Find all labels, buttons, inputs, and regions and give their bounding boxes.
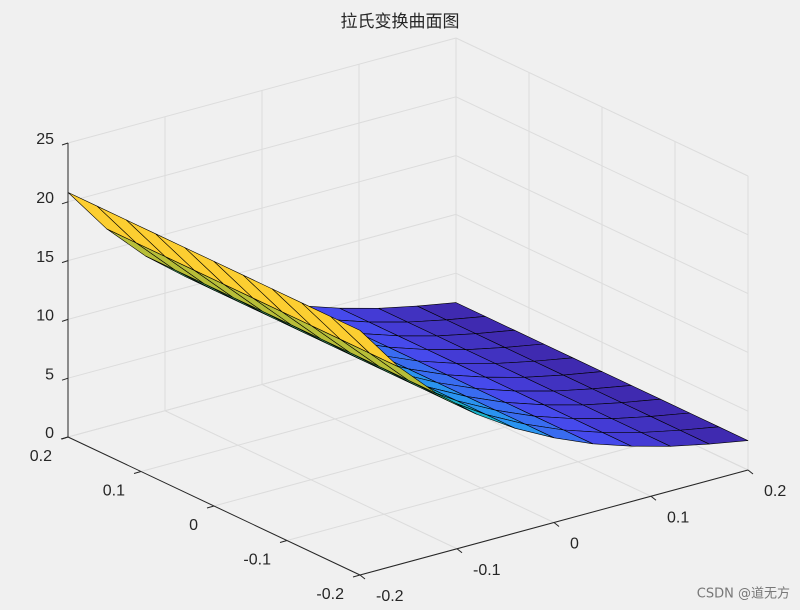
z-tick-label: 25 bbox=[36, 131, 54, 148]
z-tick-label: 15 bbox=[36, 249, 54, 266]
x-tick bbox=[553, 522, 560, 527]
z-tick bbox=[61, 142, 69, 146]
y-tick bbox=[60, 436, 69, 440]
surface bbox=[67, 192, 749, 447]
z-tick bbox=[61, 201, 69, 205]
chart-title: 拉氏变换曲面图 bbox=[341, 12, 460, 32]
x-tick-label: 0.2 bbox=[764, 483, 786, 500]
grid-line bbox=[67, 37, 457, 144]
x-tick-label: 0.1 bbox=[667, 509, 689, 526]
z-tick-label: 0 bbox=[45, 425, 54, 442]
x-tick bbox=[650, 495, 657, 501]
z-tick bbox=[61, 318, 69, 322]
x-tick-label: -0.2 bbox=[376, 588, 404, 605]
grid-line bbox=[67, 213, 457, 320]
z-tick-label: 20 bbox=[36, 190, 54, 207]
surface-face bbox=[96, 205, 166, 257]
y-tick-label: -0.1 bbox=[243, 552, 271, 569]
surface-face bbox=[67, 192, 137, 244]
z-tick bbox=[61, 260, 69, 264]
y-tick-label: 0.2 bbox=[30, 448, 52, 465]
y-tick bbox=[206, 505, 215, 509]
y-tick-label: 0 bbox=[189, 517, 198, 534]
surface-face bbox=[330, 316, 400, 368]
grid-line bbox=[455, 37, 749, 177]
z-tick bbox=[61, 377, 69, 381]
y-tick-label: 0.1 bbox=[103, 483, 125, 500]
x-tick bbox=[747, 469, 754, 475]
z-tick-label: 10 bbox=[36, 308, 54, 325]
x-tick-label: 0 bbox=[570, 536, 579, 553]
y-tick bbox=[279, 540, 288, 543]
grid-line bbox=[286, 435, 676, 541]
y-tick-label: -0.2 bbox=[316, 586, 344, 603]
grid-line bbox=[455, 155, 749, 295]
y-tick bbox=[352, 574, 361, 578]
grid-line bbox=[67, 96, 457, 203]
grid-line bbox=[67, 272, 457, 379]
z-tick-label: 5 bbox=[45, 366, 54, 383]
x-tick-label: -0.1 bbox=[473, 562, 501, 579]
x-tick bbox=[456, 548, 463, 554]
axes: 0 5 10 15 20 25 -0.2 -0.1 0 0.1 0.2 -0.2 -0.1 0 0.1 0.2 bbox=[30, 131, 787, 605]
x-tick bbox=[359, 574, 366, 580]
y-tick bbox=[133, 471, 142, 474]
watermark: CSDN @道无方 bbox=[697, 586, 790, 602]
grid-line bbox=[455, 96, 749, 236]
grid-line bbox=[455, 272, 749, 412]
grid-line bbox=[455, 213, 749, 353]
